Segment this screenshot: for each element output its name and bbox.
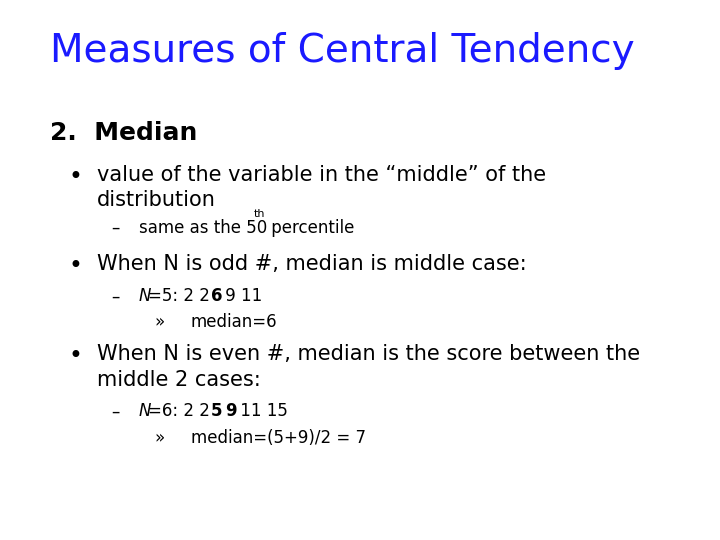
Text: N: N bbox=[139, 402, 151, 420]
Text: median=(5+9)/2 = 7: median=(5+9)/2 = 7 bbox=[191, 429, 366, 447]
Text: distribution: distribution bbox=[97, 190, 216, 210]
Text: 5: 5 bbox=[211, 402, 222, 420]
Text: value of the variable in the “middle” of the: value of the variable in the “middle” of… bbox=[97, 165, 546, 185]
Text: When N is even #, median is the score between the: When N is even #, median is the score be… bbox=[97, 344, 640, 364]
Text: •: • bbox=[68, 344, 82, 368]
Text: »: » bbox=[155, 313, 165, 331]
Text: middle 2 cases:: middle 2 cases: bbox=[97, 370, 261, 390]
Text: N: N bbox=[139, 287, 151, 305]
Text: =6: 2 2: =6: 2 2 bbox=[148, 402, 215, 420]
Text: •: • bbox=[68, 165, 82, 188]
Text: –: – bbox=[112, 219, 120, 237]
Text: th: th bbox=[253, 209, 265, 219]
Text: percentile: percentile bbox=[266, 219, 355, 237]
Text: 2.  Median: 2. Median bbox=[50, 122, 198, 145]
Text: •: • bbox=[68, 254, 82, 278]
Text: 9 11: 9 11 bbox=[220, 287, 263, 305]
Text: –: – bbox=[112, 287, 120, 305]
Text: –: – bbox=[112, 402, 120, 420]
Text: 6: 6 bbox=[211, 287, 222, 305]
Text: When N is odd #, median is middle case:: When N is odd #, median is middle case: bbox=[97, 254, 527, 274]
Text: =5: 2 2: =5: 2 2 bbox=[148, 287, 215, 305]
Text: 9: 9 bbox=[225, 402, 237, 420]
Text: Measures of Central Tendency: Measures of Central Tendency bbox=[50, 32, 635, 70]
Text: »: » bbox=[155, 429, 165, 447]
Text: same as the 50: same as the 50 bbox=[139, 219, 267, 237]
Text: 11 15: 11 15 bbox=[235, 402, 287, 420]
Text: median=6: median=6 bbox=[191, 313, 277, 331]
